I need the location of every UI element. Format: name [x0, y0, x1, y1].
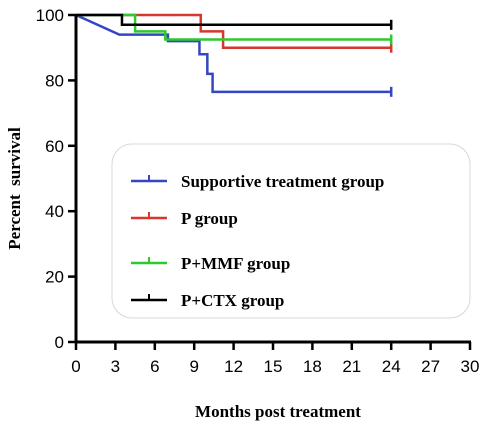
- legend-label-supportive: Supportive treatment group: [181, 172, 384, 191]
- survival-curves: [75, 13, 393, 97]
- x-axis-ticks: 0 3 6 9 12 15 18 21 24 27 30: [71, 342, 479, 376]
- x-tick-label: 0: [71, 357, 80, 376]
- y-axis-label: Percent survival: [5, 127, 24, 250]
- legend: Supportive treatment group P group P+MMF g…: [111, 143, 471, 319]
- series-line-supportive: [75, 13, 392, 94]
- y-tick-label: 60: [45, 137, 64, 156]
- legend-label-p: P group: [181, 209, 238, 228]
- series-line-p-ctx: [76, 13, 392, 27]
- x-tick-label: 3: [111, 357, 120, 376]
- x-tick-label: 6: [150, 357, 159, 376]
- x-tick-label: 30: [461, 357, 480, 376]
- legend-box: [111, 143, 471, 319]
- y-tick-label: 100: [36, 6, 64, 25]
- legend-label-p-mmf: P+MMF group: [181, 254, 290, 273]
- x-tick-label: 18: [303, 357, 322, 376]
- x-tick-label: 21: [342, 357, 361, 376]
- x-tick-label: 27: [421, 357, 440, 376]
- y-tick-label: 40: [45, 202, 64, 221]
- x-tick-label: 15: [264, 357, 283, 376]
- x-tick-label: 12: [224, 357, 243, 376]
- x-tick-label: 24: [382, 357, 401, 376]
- y-tick-label: 0: [55, 333, 64, 352]
- y-tick-label: 80: [45, 71, 64, 90]
- series-line-p: [76, 13, 392, 49]
- y-axis-ticks: 0 20 40 60 80 100: [36, 6, 76, 352]
- legend-label-p-ctx: P+CTX group: [181, 291, 284, 310]
- series-line-p-mmf: [76, 13, 392, 41]
- x-axis-label: Months post treatment: [195, 402, 361, 421]
- x-tick-label: 9: [189, 357, 198, 376]
- y-tick-label: 20: [45, 268, 64, 287]
